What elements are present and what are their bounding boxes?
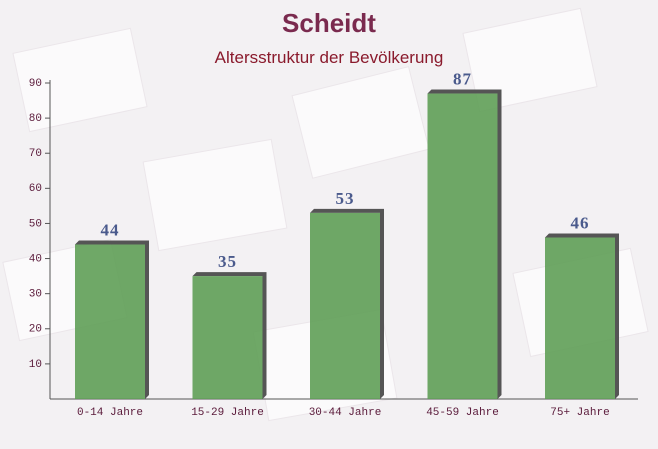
value-label: 44 <box>101 221 120 240</box>
y-tick-label: 80 <box>29 113 42 125</box>
bar <box>427 93 498 400</box>
chart-title: Scheidt <box>282 8 376 38</box>
x-tick-label: 45-59 Jahre <box>426 407 499 419</box>
x-tick-label: 30-44 Jahre <box>309 407 382 419</box>
y-tick-label: 70 <box>29 148 42 160</box>
chart-subtitle: Altersstruktur der Bevölkerung <box>215 48 444 67</box>
value-label: 46 <box>571 213 590 232</box>
x-tick-label: 75+ Jahre <box>550 407 609 419</box>
y-tick-label: 60 <box>29 183 42 195</box>
y-tick-label: 50 <box>29 218 42 230</box>
bar <box>192 276 263 399</box>
value-label: 87 <box>453 70 472 89</box>
y-tick-label: 30 <box>29 289 42 301</box>
bar <box>545 237 615 399</box>
y-tick-label: 40 <box>29 253 42 265</box>
y-tick-label: 10 <box>29 359 42 371</box>
bar <box>75 244 145 399</box>
value-label: 53 <box>336 189 355 208</box>
value-label: 35 <box>218 252 237 271</box>
y-tick-label: 20 <box>29 324 42 336</box>
bar <box>310 212 380 399</box>
x-tick-label: 15-29 Jahre <box>191 407 264 419</box>
y-tick-label: 90 <box>29 78 42 90</box>
x-tick-label: 0-14 Jahre <box>77 407 143 419</box>
